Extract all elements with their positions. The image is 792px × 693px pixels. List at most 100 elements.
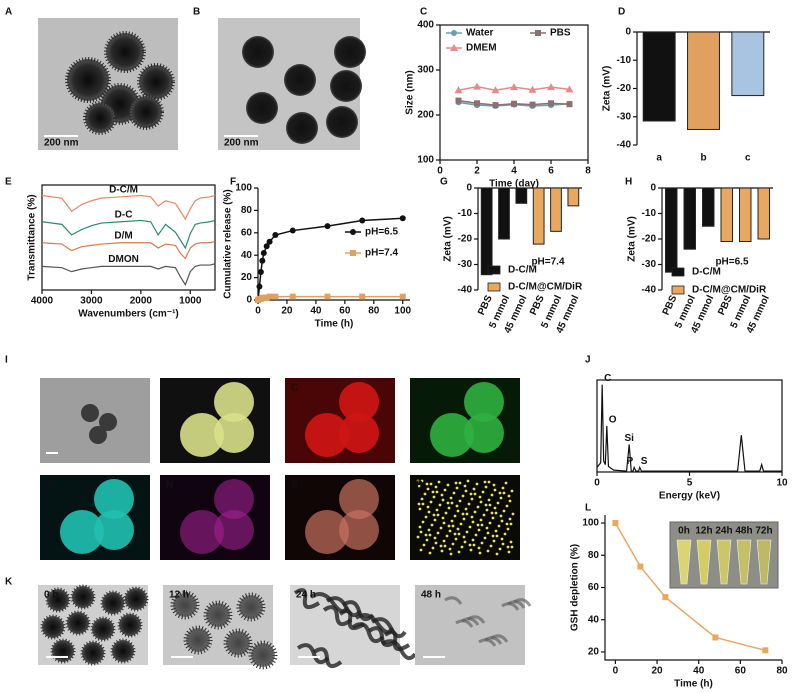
element-dot [479, 500, 483, 504]
element-dot [498, 491, 502, 495]
x-axis-label: Time (day) [489, 179, 539, 190]
y-tick-label: 40 [588, 614, 600, 625]
element-dot [505, 504, 509, 508]
fragment [312, 647, 343, 669]
element-dot [499, 496, 503, 500]
marker [455, 97, 462, 104]
element-dot [456, 509, 460, 513]
element-map [214, 382, 254, 422]
element-dot [477, 546, 481, 550]
bar [567, 187, 580, 207]
bar [665, 187, 678, 273]
x-tick-label: 2 [474, 166, 480, 177]
element-dot [433, 518, 437, 522]
element-dot [434, 541, 438, 545]
element-map [180, 413, 224, 457]
particle [90, 616, 116, 642]
x-tick-label: 2000 [130, 296, 153, 307]
element-dot [447, 524, 451, 528]
legend-swatch [671, 267, 685, 277]
annotation: pH=7.4 [531, 257, 565, 268]
element-dot [491, 534, 495, 538]
peak-label: O [609, 415, 617, 426]
element-dot [468, 543, 472, 547]
element-dot [508, 517, 512, 521]
element-dot [421, 520, 425, 524]
tile-label: N [166, 480, 173, 491]
peak-label: P [627, 456, 634, 467]
y-tick-label: -20 [458, 234, 473, 245]
element-dot [418, 525, 422, 529]
fragment [444, 596, 463, 605]
element-dot [487, 498, 491, 502]
x-tick-label: 0 [255, 306, 261, 317]
tube [716, 539, 732, 585]
element-dot [497, 524, 501, 528]
scale-bar-label: 200 nm [44, 138, 79, 149]
bar [683, 187, 696, 250]
y-tick-label: 0 [466, 183, 472, 194]
element-dot [455, 504, 459, 508]
element-dot [496, 501, 500, 505]
y-axis-label: Transmittance (%) [27, 194, 38, 280]
bar [739, 187, 752, 243]
bar [731, 31, 765, 97]
tube [756, 539, 772, 585]
element-dot [424, 533, 428, 537]
element-dot [468, 525, 472, 529]
element-dot [423, 492, 427, 496]
element-dot [472, 543, 476, 547]
x-tick-label: PBS [716, 293, 735, 317]
element-map [464, 382, 504, 422]
marker [399, 293, 406, 300]
y-axis-label: Size (nm) [405, 70, 416, 114]
legend-swatch [487, 282, 501, 292]
element-dot [431, 490, 435, 494]
element-dot [498, 547, 502, 551]
panel-label: G [440, 177, 448, 188]
legend-label: D-C/M@CM/DiR [508, 282, 583, 293]
plot-frame [596, 379, 783, 473]
element-dot [449, 496, 453, 500]
tile-label: 48 h [421, 590, 441, 601]
tile-label: S [291, 480, 298, 491]
y-tick-label: 80 [588, 550, 600, 561]
element-dot [455, 486, 459, 490]
x-tick-label: 10 [776, 478, 788, 489]
element-dot [507, 550, 511, 554]
element-dot [490, 493, 494, 497]
element-map [339, 413, 379, 453]
bar [642, 31, 676, 122]
marker [266, 293, 273, 300]
element-dot [488, 503, 492, 507]
element-dot [436, 531, 440, 535]
marker [762, 647, 769, 654]
panel-label: A [5, 7, 12, 18]
element-dot [494, 511, 498, 515]
peak-label: C [604, 373, 611, 384]
bar [550, 187, 562, 232]
panel-label: D [618, 7, 625, 18]
x-tick-label: 1000 [179, 296, 202, 307]
element-dot [489, 544, 493, 548]
fragment [296, 643, 330, 665]
marker [454, 86, 463, 94]
element-dot [420, 479, 424, 483]
panel-label: L [585, 503, 591, 514]
element-dot [500, 537, 504, 541]
marker [491, 86, 500, 94]
y-axis-label: GSH depletion (%) [570, 544, 581, 631]
element-dot [510, 545, 514, 549]
element-dot [452, 491, 456, 495]
x-tick-label: 80 [368, 306, 380, 317]
element-dot [492, 483, 496, 487]
particle [45, 587, 71, 613]
element-dot [480, 541, 484, 545]
panel-label: I [5, 355, 8, 366]
particle [89, 426, 107, 444]
element-map [339, 510, 379, 550]
element-map [214, 479, 254, 519]
marker [511, 100, 517, 107]
element-dot [479, 518, 483, 522]
particle [110, 638, 136, 664]
